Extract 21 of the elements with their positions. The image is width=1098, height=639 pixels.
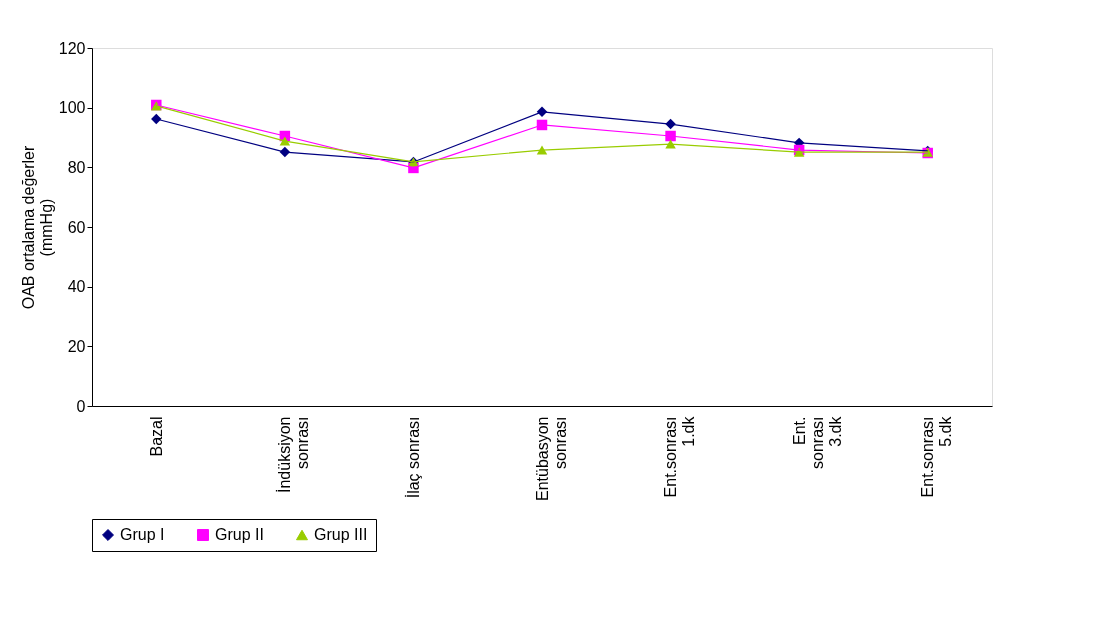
point — [536, 145, 548, 155]
y-tick-label: 100 — [58, 99, 86, 117]
point — [665, 139, 676, 149]
legend-label: Grup II — [215, 526, 264, 543]
y-tick-label: 0 — [76, 397, 86, 415]
x-tick-label: Ent.sonrası 1.dk — [662, 415, 698, 498]
y-axis-title: OAB ortalama değerler (mmHg) — [19, 145, 55, 310]
x-tick-label: Entübasyon sonrası — [533, 416, 569, 502]
x-tick-label: Ent. sonrası 3.dk — [790, 415, 844, 469]
x-tick-label: Ent.sonrası 5.dk — [919, 415, 955, 498]
x-tick-label: İlaç sonrası — [403, 416, 422, 499]
y-tick-label: 40 — [67, 278, 86, 296]
y-tick-label: 120 — [58, 39, 86, 57]
x-tick-label: Bazal — [147, 416, 165, 457]
y-tick-label: 80 — [67, 158, 86, 176]
x-tick-label: İndüksiyon sonrası — [275, 416, 312, 493]
legend-label: Grup III — [314, 526, 368, 543]
legend-label: Grup I — [120, 526, 165, 543]
y-tick-label: 60 — [67, 218, 86, 236]
y-tick-label: 20 — [67, 337, 86, 355]
point — [279, 136, 291, 146]
